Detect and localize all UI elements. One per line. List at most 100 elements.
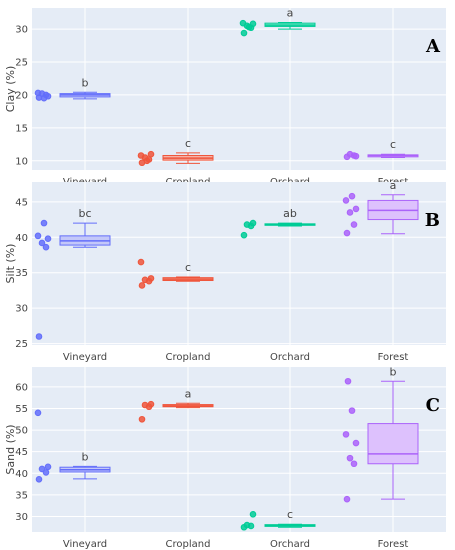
data-point [147, 400, 155, 408]
panel-label: B [425, 210, 440, 231]
panel-label: C [426, 395, 440, 416]
box-vineyard: b [34, 76, 111, 102]
data-point [143, 157, 151, 165]
data-point [137, 258, 145, 266]
data-point [342, 197, 350, 204]
panel-b: 25 30 35 40 45 Vineyard Cropland Orchard Forest S… [4, 179, 446, 363]
significance-letter: c [390, 138, 396, 151]
data-point [40, 219, 48, 227]
significance-letter: ab [283, 207, 297, 220]
data-point [147, 150, 155, 158]
box-cropland: c [137, 258, 214, 289]
data-point [141, 276, 149, 284]
significance-letter: b [390, 365, 397, 378]
x-tick-label: Cropland [166, 352, 211, 363]
data-point [138, 282, 146, 289]
data-point [348, 192, 356, 200]
data-point [42, 469, 50, 476]
x-tick-label: Forest [378, 539, 409, 550]
data-point [346, 150, 354, 158]
significance-letter: c [287, 508, 293, 521]
y-tick-label: 45 [15, 447, 28, 458]
y-axis-label: Sand (%) [4, 424, 17, 474]
significance-letter: a [287, 6, 294, 19]
y-tick-label: 60 [15, 382, 28, 393]
y-tick-label: 55 [15, 404, 28, 415]
data-point [44, 463, 52, 471]
box-orchard: a [239, 6, 316, 37]
data-point [35, 476, 43, 483]
data-point [352, 152, 360, 160]
y-tick-label: 15 [15, 123, 28, 134]
y-tick-label: 50 [15, 426, 28, 437]
x-tick-label: Cropland [166, 539, 211, 550]
data-point [138, 415, 146, 423]
data-point [42, 243, 50, 251]
x-tick-label: Orchard [270, 539, 310, 550]
panel-label: A [425, 36, 441, 57]
y-axis-label: Clay (%) [4, 66, 17, 113]
box-orchard: c [240, 508, 316, 531]
data-point [38, 465, 46, 473]
data-point [239, 19, 247, 27]
data-point [147, 275, 155, 282]
data-point [350, 221, 358, 228]
data-point [44, 235, 52, 242]
data-point [350, 460, 358, 468]
significance-letter: bc [78, 207, 91, 220]
y-tick-label: 40 [15, 233, 28, 244]
significance-letter: b [82, 76, 89, 89]
plot-area [32, 8, 446, 170]
x-tick-label: Forest [378, 352, 409, 363]
y-tick-label: 25 [15, 339, 28, 350]
y-tick-label: 35 [15, 268, 28, 279]
y-tick-label: 30 [15, 25, 28, 36]
data-point [346, 454, 354, 462]
significance-letter: a [185, 387, 192, 400]
iqr-box [367, 423, 419, 465]
panel-c: 30 35 40 45 50 55 60 Vineyard Cropland Orchard For… [4, 365, 446, 550]
y-tick-label: 45 [15, 197, 28, 208]
y-tick-label: 40 [15, 469, 28, 480]
y-tick-label: 25 [15, 58, 28, 69]
significance-letter: b [82, 450, 89, 463]
data-point [344, 377, 352, 385]
data-point [343, 495, 351, 503]
data-point [342, 431, 350, 438]
y-tick-label: 10 [15, 156, 28, 167]
significance-letter: c [185, 137, 191, 150]
data-point [348, 407, 356, 414]
data-point [249, 219, 257, 227]
y-axis-label: Silt (%) [4, 244, 17, 284]
data-point [243, 221, 251, 228]
data-point [352, 205, 360, 213]
data-point [243, 521, 251, 529]
significance-letter: a [390, 179, 397, 192]
data-point [34, 89, 42, 97]
box-vineyard: bc [34, 207, 111, 340]
data-point [346, 209, 354, 216]
data-point [352, 439, 360, 447]
box-cropland: c [137, 137, 214, 167]
data-point [343, 229, 351, 237]
y-tick-label: 20 [15, 90, 28, 101]
data-point [34, 232, 42, 240]
y-tick-label: 30 [15, 512, 28, 523]
box-forest: c [343, 138, 419, 161]
data-point [245, 23, 253, 31]
y-tick-label: 30 [15, 304, 28, 315]
data-point [240, 231, 248, 239]
significance-letter: c [185, 261, 191, 274]
data-point [249, 510, 257, 518]
data-point [141, 401, 149, 409]
panel-a: 1015202530VineyardCroplandOrchardForestC… [4, 6, 446, 188]
box-orchard: ab [240, 207, 316, 239]
x-tick-label: Vineyard [63, 352, 107, 363]
y-tick-label: 35 [15, 490, 28, 501]
box-forest: a [342, 179, 419, 237]
data-point [38, 239, 46, 247]
box-forest: b [342, 365, 419, 503]
x-tick-label: Vineyard [63, 539, 107, 550]
data-point [240, 29, 248, 37]
box-cropland: a [138, 387, 214, 423]
